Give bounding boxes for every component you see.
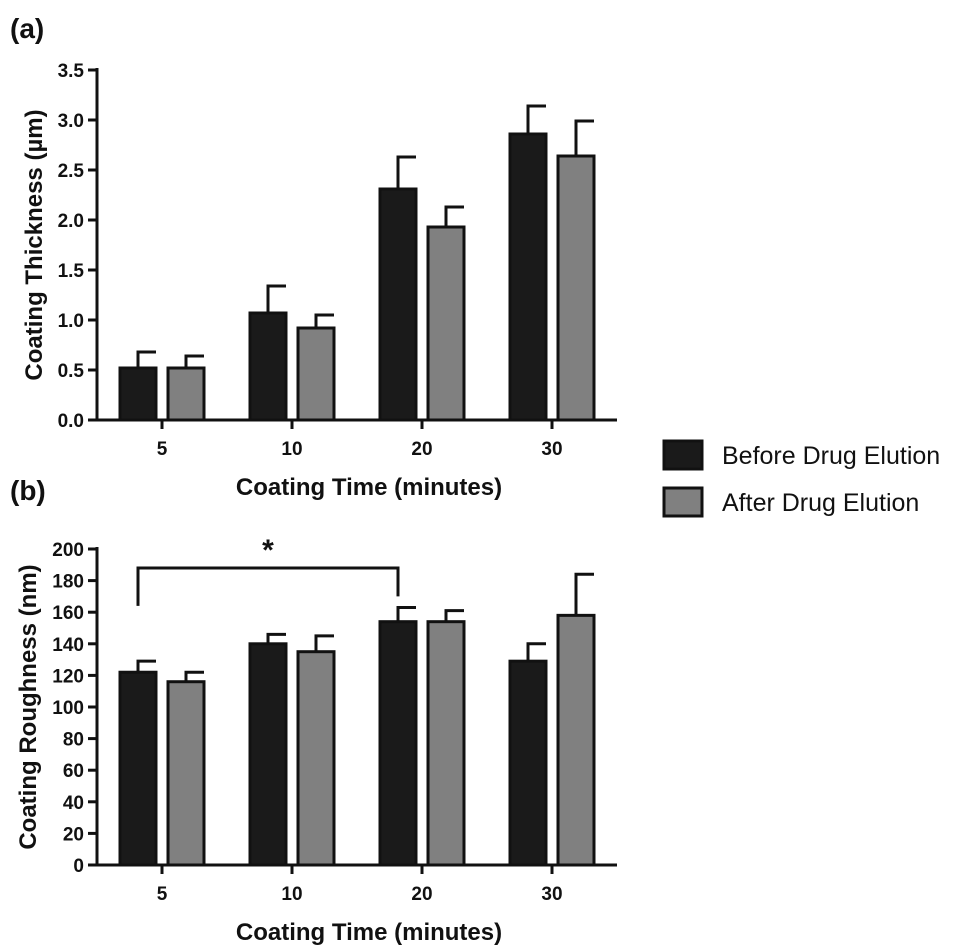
bar-a-before-30 (508, 132, 548, 422)
x-tick-label-a: 30 (541, 439, 562, 460)
y-tick-label-a: 2.5 (58, 161, 85, 182)
legend: Before Drug Elution After Drug Elution (662, 439, 940, 518)
y-tick-label-a: 2.0 (58, 211, 84, 232)
x-axis-title-b: Coating Time (minutes) (236, 919, 502, 946)
y-tick-label-a: 1.0 (58, 311, 84, 332)
y-tick-label-a: 0.0 (58, 411, 84, 432)
y-tick-label-b: 40 (63, 793, 84, 814)
x-tick-label-b: 30 (541, 884, 562, 905)
bar-a-after-5 (166, 366, 206, 422)
legend-swatch-after (662, 486, 704, 518)
x-tick-label-b: 20 (411, 884, 432, 905)
bar-b-after-5 (166, 680, 206, 867)
y-tick-label-b: 200 (52, 540, 84, 561)
x-tick-label-a: 20 (411, 439, 432, 460)
bar-a-before-5 (118, 366, 158, 422)
y-tick-label-b: 100 (52, 698, 84, 719)
significance-bracket (136, 566, 400, 606)
panel-b-roughness-chart: (b) 0 20 40 60 80 100 120 140 160 180 200 5 10 20 30 Coa… (10, 475, 617, 946)
legend-label-after: After Drug Elution (722, 489, 919, 517)
bar-a-before-10 (248, 311, 288, 422)
x-tick-label-a: 5 (157, 439, 168, 460)
legend-label-before: Before Drug Elution (722, 442, 940, 470)
panel-a-thickness-chart: (a) 0.0 0.5 1.0 1.5 2.0 2.5 3.0 3.5 5 10 20 30 Coatin… (10, 13, 617, 501)
y-tick-label-a: 0.5 (58, 361, 85, 382)
bar-a-after-30 (556, 154, 596, 422)
bar-b-after-10 (296, 650, 336, 867)
y-axis-title-b: Coating Roughness (nm) (15, 564, 42, 849)
y-tick-label-b: 180 (52, 572, 84, 593)
bar-b-before-5 (118, 670, 158, 867)
x-tick-label-a: 10 (281, 439, 302, 460)
y-tick-label-b: 80 (63, 730, 84, 751)
y-axis-title-a: Coating Thickness (µm) (21, 109, 48, 380)
x-tick-label-b: 10 (281, 884, 302, 905)
bar-a-after-10 (296, 326, 336, 422)
x-axis-title-a: Coating Time (minutes) (236, 474, 502, 501)
panel-label-b: (b) (10, 475, 46, 506)
y-tick-label-a: 3.0 (58, 111, 84, 132)
y-tick-label-b: 20 (63, 824, 84, 845)
bar-b-before-10 (248, 642, 288, 867)
y-tick-label-b: 60 (63, 761, 84, 782)
bar-b-before-20 (378, 620, 418, 867)
significance-star: * (262, 534, 274, 567)
bar-b-after-20 (426, 620, 466, 867)
bar-b-after-30 (556, 613, 596, 867)
legend-swatch-before (662, 439, 704, 471)
y-tick-label-b: 140 (52, 635, 84, 656)
y-tick-label-a: 1.5 (58, 261, 85, 282)
y-tick-label-b: 0 (73, 856, 84, 877)
bar-b-before-30 (508, 659, 548, 867)
bar-a-before-20 (378, 187, 418, 422)
y-tick-label-b: 120 (52, 666, 84, 687)
y-tick-label-a: 3.5 (58, 61, 85, 82)
bar-a-after-20 (426, 225, 466, 422)
y-tick-label-b: 160 (52, 603, 84, 624)
x-tick-label-b: 5 (157, 884, 168, 905)
panel-label-a: (a) (10, 13, 44, 44)
